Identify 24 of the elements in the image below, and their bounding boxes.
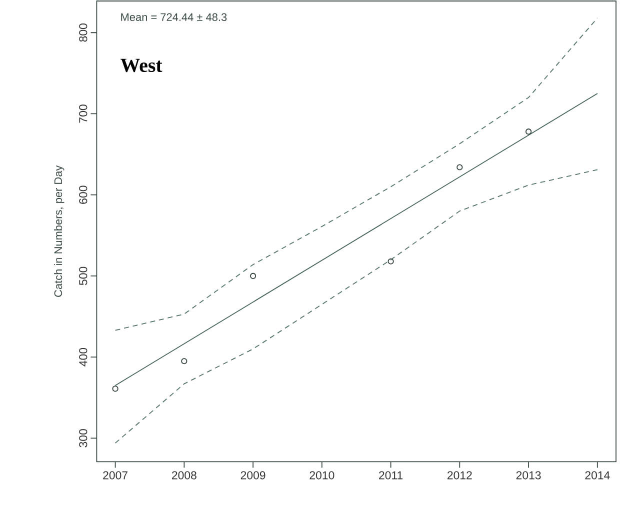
annotation: West — [120, 58, 162, 72]
y-tick-label: 600 — [79, 186, 88, 204]
y-tick-label: 700 — [79, 104, 88, 123]
line-series — [114, 169, 598, 444]
y-tick-label: 800 — [79, 24, 88, 42]
annotation: Mean = 724.44 ± 48.3 — [121, 13, 227, 21]
x-tick-label: 2007 — [103, 471, 128, 480]
x-tick-label: 2012 — [448, 471, 472, 480]
x-tick-label: 2013 — [516, 471, 541, 480]
y-tick-label: 400 — [79, 348, 88, 366]
y-tick-label: 300 — [79, 429, 88, 448]
point — [112, 386, 118, 392]
y-axis-title: Catch in Numbers, per Day — [54, 165, 64, 297]
point — [181, 358, 188, 364]
y-tick-label: 500 — [79, 266, 88, 286]
point — [250, 272, 256, 279]
point — [526, 128, 532, 135]
x-tick-label: 2014 — [585, 471, 610, 480]
x-tick-label: 2011 — [379, 471, 403, 480]
point — [456, 164, 463, 170]
x-tick-label: 2010 — [310, 471, 334, 480]
point — [388, 258, 394, 264]
x-tick-label: 2009 — [240, 471, 266, 480]
x-tick-label: 2008 — [172, 471, 196, 480]
